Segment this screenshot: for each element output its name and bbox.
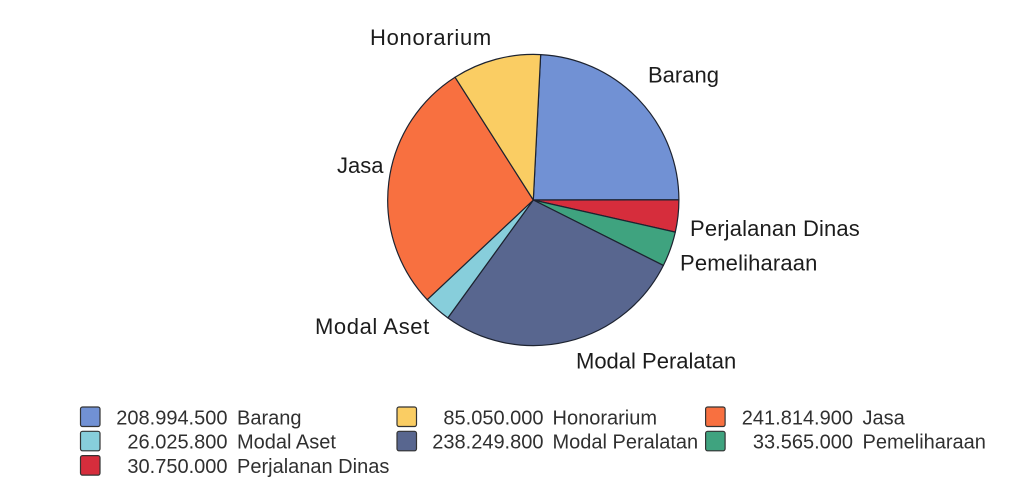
svg-text:Modal Peralatan: Modal Peralatan — [553, 432, 699, 454]
svg-text:26.025.800: 26.025.800 — [127, 432, 227, 454]
svg-text:Barang: Barang — [237, 407, 302, 429]
svg-text:Perjalanan Dinas: Perjalanan Dinas — [690, 216, 860, 241]
svg-text:Pemeliharaan: Pemeliharaan — [863, 432, 986, 454]
svg-text:208.994.500: 208.994.500 — [116, 407, 227, 429]
svg-text:Honorarium: Honorarium — [553, 407, 657, 429]
svg-text:Jasa: Jasa — [337, 153, 384, 178]
svg-text:33.565.000: 33.565.000 — [753, 432, 853, 454]
svg-text:Jasa: Jasa — [863, 407, 906, 429]
svg-text:238.249.800: 238.249.800 — [432, 432, 543, 454]
svg-text:30.750.000: 30.750.000 — [127, 456, 227, 478]
svg-text:Honorarium: Honorarium — [370, 25, 492, 50]
svg-text:Modal Peralatan: Modal Peralatan — [576, 349, 736, 374]
svg-text:Pemeliharaan: Pemeliharaan — [680, 251, 818, 276]
svg-text:Barang: Barang — [648, 63, 719, 88]
svg-text:85.050.000: 85.050.000 — [443, 407, 543, 429]
svg-text:Perjalanan Dinas: Perjalanan Dinas — [237, 456, 389, 478]
svg-text:Modal Aset: Modal Aset — [315, 314, 430, 339]
svg-text:Modal Aset: Modal Aset — [237, 432, 336, 454]
svg-text:241.814.900: 241.814.900 — [742, 407, 853, 429]
